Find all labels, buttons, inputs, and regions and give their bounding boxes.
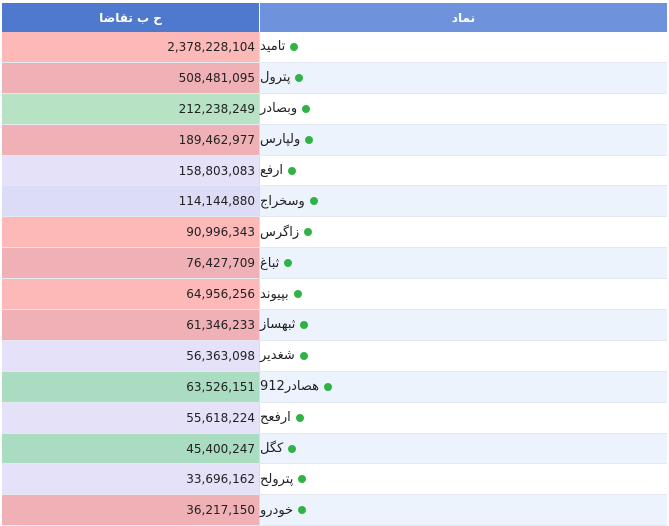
symbol-label: شغدیر (260, 348, 295, 364)
symbol-cell[interactable]: ارفع (260, 155, 667, 186)
demand-value-cell: 63,526,151 (2, 371, 260, 402)
symbol-label: ارفعح (260, 410, 291, 426)
symbol-cell[interactable]: زاگرس (260, 217, 667, 248)
symbol-label: تامید (260, 39, 286, 55)
symbol-label: ثبهساز (260, 317, 296, 333)
demand-value-cell: 33,696,162 (2, 464, 260, 495)
symbol-cell[interactable]: وسخراج (260, 186, 667, 217)
demand-value-cell: 36,217,150 (2, 495, 260, 526)
symbol-label: وسخراج (260, 193, 305, 209)
status-dot-icon (304, 228, 313, 237)
table-header: ح ب تقاضا نماد (2, 3, 667, 32)
table-row[interactable]: 63,526,151 هصادر912 (2, 371, 667, 403)
symbol-cell[interactable]: شغدیر (260, 340, 667, 371)
status-dot-icon (295, 413, 304, 422)
symbol-cell[interactable]: ارفعح (260, 402, 667, 433)
status-dot-icon (300, 320, 309, 329)
symbol-label: ثباغ (260, 255, 280, 271)
symbol-label: زاگرس (260, 224, 300, 240)
symbol-cell[interactable]: تامید (260, 32, 667, 62)
symbol-cell[interactable]: بپیوند (260, 279, 667, 310)
status-dot-icon (298, 506, 307, 515)
table-row[interactable]: 55,618,224 ارفعح (2, 402, 667, 434)
status-dot-icon (324, 382, 332, 391)
symbol-cell[interactable]: ثباغ (260, 248, 667, 279)
demand-value-cell: 64,956,256 (2, 279, 260, 310)
symbol-cell[interactable]: کگل (260, 433, 667, 464)
table-body: 2,378,228,104 تامید 508,481,095 پترول 212,23… (2, 32, 667, 526)
demand-value-cell: 55,618,224 (2, 402, 260, 433)
table-row[interactable]: 158,803,083 ارفع (2, 155, 667, 187)
demand-value-cell: 189,462,977 (2, 124, 260, 155)
symbol-cell[interactable]: وبصادر (260, 93, 667, 124)
status-dot-icon (302, 104, 311, 113)
symbol-label: ارفع (260, 163, 284, 178)
symbol-cell[interactable]: پترولح (260, 464, 667, 495)
symbol-label: پترول (260, 70, 291, 86)
symbol-label: خودرو (260, 502, 294, 518)
demand-value-cell: 2,378,228,104 (2, 32, 260, 62)
symbol-column-header[interactable]: نماد (260, 3, 667, 32)
table-row[interactable]: 36,217,150 خودرو (2, 495, 667, 526)
symbol-cell[interactable]: ولپارس (260, 124, 667, 155)
demand-value-cell: 158,803,083 (2, 155, 260, 186)
symbol-label: هصادر912 (260, 379, 319, 395)
table-row[interactable]: 212,238,249 وبصادر (2, 93, 667, 125)
demand-value-cell: 61,346,233 (2, 310, 260, 340)
status-dot-icon (309, 197, 318, 206)
symbol-label: کگل (260, 441, 284, 457)
symbol-label: ولپارس (260, 132, 301, 148)
status-dot-icon (298, 475, 307, 484)
symbol-cell[interactable]: خودرو (260, 495, 667, 526)
table-row[interactable]: 114,144,880 وسخراج (2, 186, 667, 218)
symbol-label: پترولح (260, 471, 294, 487)
table-row[interactable]: 64,956,256 بپیوند (2, 279, 667, 311)
status-dot-icon (293, 290, 302, 299)
symbol-label: بپیوند (260, 286, 289, 302)
status-dot-icon (290, 42, 299, 51)
status-dot-icon (299, 351, 308, 360)
demand-value-cell: 76,427,709 (2, 248, 260, 279)
status-dot-icon (305, 135, 314, 144)
value-column-header[interactable]: ح ب تقاضا (2, 3, 260, 32)
demand-value-cell: 114,144,880 (2, 186, 260, 217)
table-row[interactable]: 90,996,343 زاگرس (2, 217, 667, 249)
table-row[interactable]: 61,346,233 ثبهساز (2, 310, 667, 341)
demand-value-cell: 508,481,095 (2, 62, 260, 93)
table-row[interactable]: 189,462,977 ولپارس (2, 124, 667, 156)
demand-value-cell: 56,363,098 (2, 340, 260, 371)
demand-value-cell: 45,400,247 (2, 433, 260, 464)
symbol-cell[interactable]: هصادر912 (260, 371, 667, 402)
table-row[interactable]: 33,696,162 پترولح (2, 464, 667, 496)
demand-value-cell: 90,996,343 (2, 217, 260, 248)
table-row[interactable]: 508,481,095 پترول (2, 62, 667, 94)
table-row[interactable]: 76,427,709 ثباغ (2, 248, 667, 280)
table-row[interactable]: 56,363,098 شغدیر (2, 340, 667, 372)
symbol-cell[interactable]: پترول (260, 62, 667, 93)
demand-value-cell: 212,238,249 (2, 93, 260, 124)
table-row[interactable]: 45,400,247 کگل (2, 433, 667, 465)
status-dot-icon (295, 73, 304, 82)
symbol-cell[interactable]: ثبهساز (260, 310, 667, 340)
status-dot-icon (288, 444, 297, 453)
table-row[interactable]: 2,378,228,104 تامید (2, 32, 667, 63)
symbol-label: وبصادر (260, 101, 298, 117)
status-dot-icon (288, 166, 297, 175)
status-dot-icon (284, 259, 293, 268)
data-table: ح ب تقاضا نماد 2,378,228,104 تامید 508,481… (2, 3, 667, 526)
